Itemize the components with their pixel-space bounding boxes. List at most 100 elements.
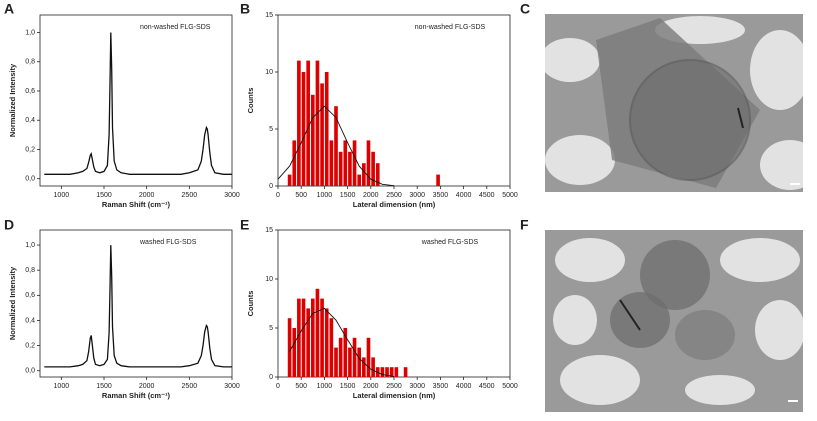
x-tick-label: 2000 bbox=[363, 192, 379, 199]
x-tick-label: 2000 bbox=[363, 383, 379, 390]
x-tick-label: 500 bbox=[295, 192, 307, 199]
x-tick-label: 2000 bbox=[139, 383, 155, 390]
y-tick-label: 5 bbox=[269, 325, 273, 332]
x-tick-label: 0 bbox=[276, 383, 280, 390]
histogram-bar bbox=[310, 298, 315, 377]
x-tick-label: 2500 bbox=[182, 383, 198, 390]
x-tick-label: 2000 bbox=[139, 192, 155, 199]
fit-curve bbox=[277, 105, 395, 187]
x-tick-label: 0 bbox=[276, 192, 280, 199]
panel-label: B bbox=[240, 1, 250, 17]
x-tick-label: 2500 bbox=[182, 192, 198, 199]
x-tick-label: 5000 bbox=[502, 192, 518, 199]
histogram-bar bbox=[338, 337, 343, 377]
histogram-bar bbox=[324, 308, 329, 377]
histogram-bar bbox=[403, 367, 408, 377]
x-tick-label: 4000 bbox=[456, 192, 472, 199]
x-tick-label: 3500 bbox=[433, 383, 449, 390]
annotation: non-washed FLG-SDS bbox=[140, 24, 211, 31]
x-tick-label: 1000 bbox=[317, 383, 333, 390]
y-axis-label: Counts bbox=[246, 291, 255, 317]
histogram-bar bbox=[334, 347, 338, 377]
y-tick-label: 10 bbox=[265, 276, 273, 283]
plot-frame bbox=[39, 229, 233, 378]
histogram-bar bbox=[348, 347, 352, 377]
histogram-bar bbox=[343, 328, 348, 377]
y-tick-label: 10 bbox=[265, 69, 273, 76]
histogram-bar bbox=[334, 106, 338, 186]
histogram-bar bbox=[324, 72, 329, 186]
panel-label: E bbox=[240, 217, 249, 233]
y-axis-label: Normalized Intensity bbox=[8, 63, 17, 137]
histogram-bar bbox=[306, 60, 310, 186]
histogram-bar bbox=[320, 298, 324, 377]
x-axis-label: Lateral dimension (nm) bbox=[353, 200, 436, 209]
y-tick-label: 15 bbox=[265, 12, 273, 19]
histogram-bar bbox=[362, 163, 366, 186]
histogram-bar bbox=[371, 151, 375, 186]
y-tick-label: 5 bbox=[269, 126, 273, 133]
panel-label: F bbox=[520, 217, 529, 233]
histogram-bar bbox=[371, 357, 375, 377]
x-tick-label: 5000 bbox=[502, 383, 518, 390]
histogram-bar bbox=[301, 298, 306, 377]
y-axis-label: Normalized Intensity bbox=[8, 266, 17, 340]
y-tick-label: 0,2 bbox=[25, 342, 35, 349]
y-tick-label: 0 bbox=[269, 374, 273, 381]
y-tick-label: 0,0 bbox=[25, 368, 35, 375]
histogram-bar bbox=[301, 72, 306, 186]
histogram-bar bbox=[357, 347, 362, 377]
y-tick-label: 0,0 bbox=[25, 176, 35, 183]
x-axis-label: Lateral dimension (nm) bbox=[353, 391, 436, 400]
y-tick-label: 0,8 bbox=[25, 267, 35, 274]
annotation: washed FLG-SDS bbox=[421, 239, 479, 246]
histogram-bar bbox=[292, 140, 297, 186]
x-tick-label: 3000 bbox=[224, 383, 240, 390]
histogram-bar bbox=[320, 83, 324, 186]
histogram-bar bbox=[297, 60, 301, 186]
histogram-bar bbox=[385, 367, 389, 377]
x-tick-label: 1000 bbox=[54, 192, 70, 199]
x-tick-label: 1500 bbox=[340, 192, 356, 199]
x-tick-label: 1000 bbox=[317, 192, 333, 199]
histogram-bar bbox=[315, 288, 320, 377]
histogram-bar bbox=[292, 328, 297, 377]
histogram-bar bbox=[287, 318, 292, 377]
x-tick-label: 3000 bbox=[409, 383, 425, 390]
histogram-bar bbox=[315, 60, 320, 186]
panel-label: C bbox=[520, 1, 530, 17]
histogram-bar bbox=[338, 151, 343, 186]
x-tick-label: 2500 bbox=[386, 383, 402, 390]
y-tick-label: 1,0 bbox=[25, 242, 35, 249]
tem-image-c bbox=[545, 14, 803, 192]
x-tick-label: 3000 bbox=[409, 192, 425, 199]
x-tick-label: 1500 bbox=[340, 383, 356, 390]
x-tick-label: 4000 bbox=[456, 383, 472, 390]
x-tick-label: 2500 bbox=[386, 192, 402, 199]
histogram-bar bbox=[329, 140, 334, 186]
x-axis-label: Raman Shift (cm⁻¹) bbox=[102, 391, 171, 400]
histogram-bar bbox=[375, 163, 380, 186]
panel-label: D bbox=[4, 217, 14, 233]
histogram-bar bbox=[352, 140, 357, 186]
histogram-bar bbox=[380, 367, 385, 377]
histogram-bar bbox=[394, 367, 399, 377]
y-tick-label: 0,8 bbox=[25, 59, 35, 66]
histogram-bar bbox=[352, 337, 357, 377]
histogram-bar bbox=[297, 298, 301, 377]
histogram-bar bbox=[362, 357, 366, 377]
y-tick-label: 0,2 bbox=[25, 146, 35, 153]
x-axis-label: Raman Shift (cm⁻¹) bbox=[102, 200, 171, 209]
histogram-bar bbox=[366, 337, 371, 377]
annotation: non-washed FLG-SDS bbox=[415, 24, 486, 31]
x-tick-label: 4500 bbox=[479, 192, 495, 199]
x-tick-label: 3500 bbox=[433, 192, 449, 199]
y-tick-label: 0,4 bbox=[25, 317, 35, 324]
annotation: washed FLG-SDS bbox=[139, 239, 197, 246]
tem-image-f bbox=[545, 230, 803, 412]
spectrum-line bbox=[44, 245, 232, 368]
y-tick-label: 0,4 bbox=[25, 117, 35, 124]
histogram-bar bbox=[389, 367, 394, 377]
histogram-bar bbox=[436, 174, 440, 186]
